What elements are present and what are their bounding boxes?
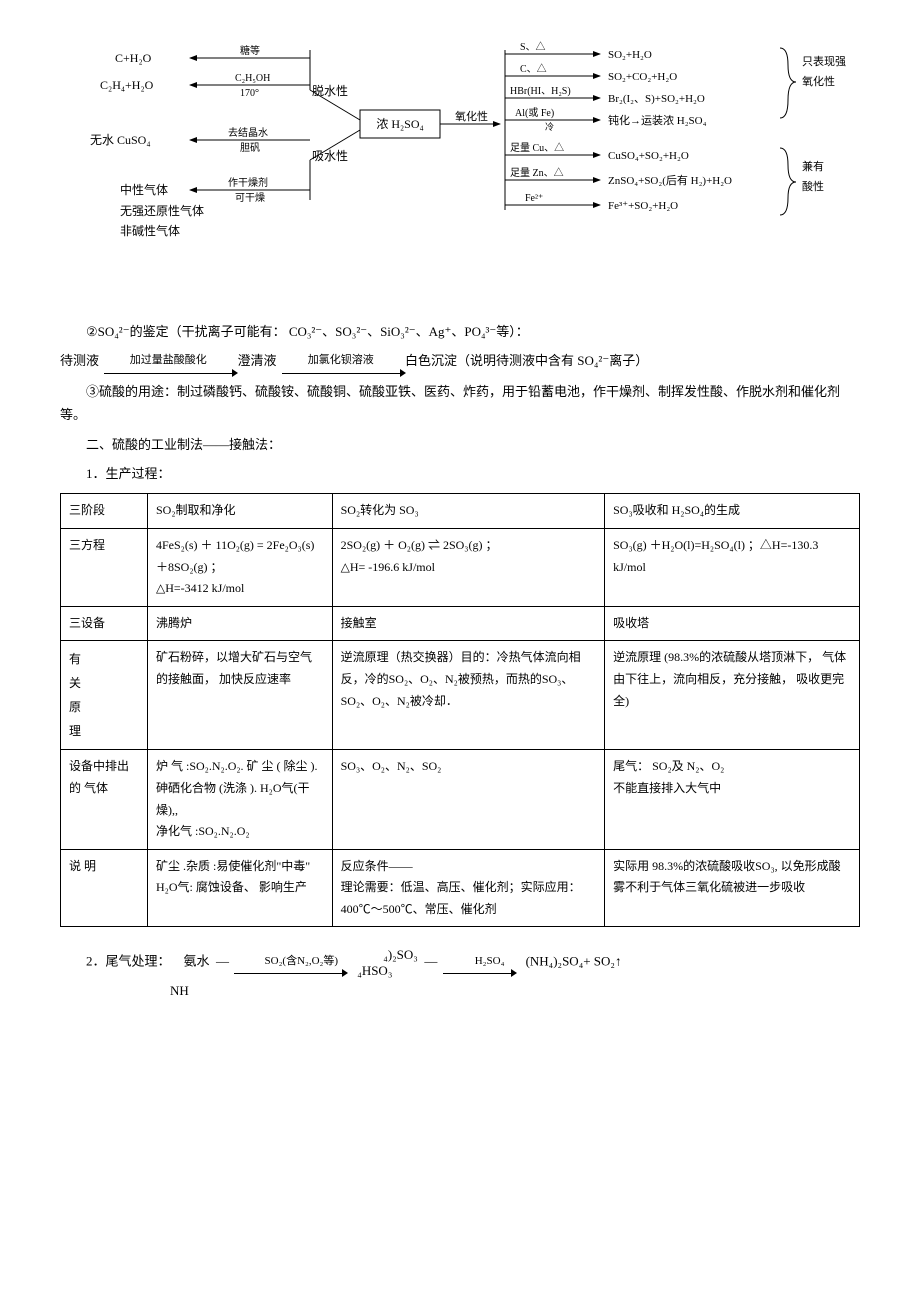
tg-arr1: SO₂(含N₂,O₂等) (234, 952, 342, 975)
brace1-bot: 氧化性 (802, 74, 835, 88)
r2-cond-bot: 170° (240, 88, 259, 99)
flow-c: 白色沉淀（说明待测液中含有 SO₄²⁻离子） (405, 353, 648, 368)
svg-text:冷: 冷 (545, 121, 554, 132)
table-row: 三设备 沸腾炉 接触室 吸收塔 (61, 606, 860, 641)
flow-b: 澄清液 (238, 353, 277, 368)
r4-cond-top: 作干燥剂 (228, 176, 268, 189)
svg-text:HBr(HI、H₂S): HBr(HI、H₂S) (510, 86, 571, 97)
row-note-label: 说 明 (61, 849, 148, 927)
eq-3: SO₃(g) ＋H₂O(l)=H₂SO₄(l) ；△H=-130.3 kJ/mo… (605, 528, 860, 606)
prin-2: 逆流原理（热交换器）目的：冷热气体流向相反，冷的SO₂、O₂、N₂被预热，而热的… (332, 641, 605, 750)
note-1: 矿尘 .杂质 :易使催化剂"中毒" H₂O气: 腐蚀设备、 影响生产 (148, 849, 333, 927)
r2-cond-top: C₂H₅OH (235, 73, 270, 84)
gas-2: SO₃、O₂、N₂、SO₂ (332, 750, 605, 849)
svg-text:SO₂+H₂O: SO₂+H₂O (608, 49, 652, 61)
row-dev-label: 三设备 (61, 606, 148, 641)
prin-3: 逆流原理 (98.3%的浓硫酸从塔顶淋下， 气体由下往上，流向相反，充分接触， … (605, 641, 860, 750)
table-row: 三方程 4FeS₂(s) ＋ 11O₂(g) = 2Fe₂O₃(s) ＋8SO₂… (61, 528, 860, 606)
flow-arrow2: 加氯化钡溶液 (282, 351, 400, 374)
dehydrate-label: 脱水性 (312, 83, 348, 98)
row-gas-label: 设备中排出 的 气体 (61, 750, 148, 849)
dev-1: 沸腾炉 (148, 606, 333, 641)
right-rows: S、△ SO₂+H₂O C、△ SO₂+CO₂+H₂O HBr(HI、H₂S) … (505, 41, 732, 212)
dev-3: 吸收塔 (605, 606, 860, 641)
svg-text:足量 Cu、△: 足量 Cu、△ (510, 142, 564, 154)
dev-2: 接触室 (332, 606, 605, 641)
tail-gas: 2．尾气处理： 氨水 — SO₂(含N₂,O₂等) ₄)₂SO₃ ₄HSO₃ —… (60, 947, 860, 1002)
table-row: 说 明 矿尘 .杂质 :易使催化剂"中毒" H₂O气: 腐蚀设备、 影响生产 反… (61, 849, 860, 927)
concept-diagram: 浓 H₂SO₄ 脱水性 糖等 C+H₂O C₂H₅OH 170° C₂H₄+H₂… (60, 40, 860, 300)
svg-text:C、△: C、△ (520, 63, 547, 75)
row-prin-label: 有 关 原 理 (61, 641, 148, 750)
table-row: 设备中排出 的 气体 炉 气 :SO₂.N₂.O₂. 矿 尘 ( 除尘 ). 砷… (61, 750, 860, 849)
note-3: 实际用 98.3%的浓硫酸吸收SO₃, 以免形成酸雾不利于气体三氧化硫被进一步吸… (605, 849, 860, 927)
tg-arr2: H₂SO₄ (443, 952, 511, 975)
eq-2: 2SO₂(g) ＋ O₂(g) ⇌ 2SO₃(g) ； △H= -196.6 k… (332, 528, 605, 606)
flow-arrow1: 加过量盐酸酸化 (104, 351, 232, 374)
heading-3: 1．生产过程： (60, 462, 860, 485)
svg-text:ZnSO₄+SO₂(后有 H₂)+H₂O: ZnSO₄+SO₂(后有 H₂)+H₂O (608, 173, 732, 187)
para-test-flow: 待测液 加过量盐酸酸化 澄清液 加氯化钡溶液 白色沉淀（说明待测液中含有 SO₄… (60, 349, 860, 373)
eq-1: 4FeS₂(s) ＋ 11O₂(g) = 2Fe₂O₃(s) ＋8SO₂(g) … (148, 528, 333, 606)
th-stage: 三阶段 (61, 494, 148, 529)
heading-2: 二、硫酸的工业制法——接触法： (60, 433, 860, 456)
tg-a: 氨水 (184, 954, 210, 969)
process-table: 三阶段 SO₂制取和净化 SO₂转化为 SO₃ SO₃吸收和 H₂SO₄的生成 … (60, 493, 860, 927)
svg-text:Fe²⁺: Fe²⁺ (525, 193, 543, 204)
th-c1: SO₂制取和净化 (148, 494, 333, 529)
table-row: 有 关 原 理 矿石粉碎，以增大矿石与空气的接触面， 加快反应速率 逆流原理（热… (61, 641, 860, 750)
gas-1: 炉 气 :SO₂.N₂.O₂. 矿 尘 ( 除尘 ). 砷硒化合物 (洗涤 ).… (148, 750, 333, 849)
flow-a: 待测液 (60, 353, 99, 368)
tg-c: (NH₄)₂SO₄+ SO₂↑ (526, 954, 622, 969)
tg-btop: ₄)₂SO₃ (383, 947, 418, 962)
oxid-label: 氧化性 (455, 109, 488, 123)
r3-cond-bot: 胆矾 (240, 142, 260, 154)
tg-leftbot: NH (170, 983, 189, 998)
r1-cond: 糖等 (240, 44, 260, 57)
row-eq-label: 三方程 (61, 528, 148, 606)
brace1-top: 只表现强 (802, 54, 846, 68)
para-identify: ②SO₄²⁻的鉴定（干扰离子可能有： CO₃²⁻、SO₃²⁻、SiO₃²⁻、Ag… (60, 320, 860, 343)
r1-prod: C+H₂O (115, 51, 152, 65)
center-label: 浓 H₂SO₄ (376, 117, 423, 131)
brace2-top: 兼有 (802, 159, 824, 173)
svg-text:Br₂(I₂、S)+SO₂+H₂O: Br₂(I₂、S)+SO₂+H₂O (608, 93, 705, 105)
th-c2: SO₂转化为 SO₃ (332, 494, 605, 529)
extra2: 非碱性气体 (120, 223, 180, 238)
extra1: 无强还原性气体 (120, 203, 204, 218)
svg-text:CuSO₄+SO₂+H₂O: CuSO₄+SO₂+H₂O (608, 150, 689, 162)
r3-cond-top: 去结晶水 (228, 126, 268, 139)
gas-3: 尾气： SO₂及 N₂、O₂ 不能直接排入大气中 (605, 750, 860, 849)
table-row: 三阶段 SO₂制取和净化 SO₂转化为 SO₃ SO₃吸收和 H₂SO₄的生成 (61, 494, 860, 529)
para-uses: ③硫酸的用途：制过磷酸钙、硫酸铵、硫酸铜、硫酸亚铁、医药、炸药，用于铅蓄电池，作… (60, 380, 860, 427)
svg-text:Fe³⁺+SO₂+H₂O: Fe³⁺+SO₂+H₂O (608, 200, 678, 212)
brace2-bot: 酸性 (802, 179, 824, 193)
svg-text:Al(或 Fe): Al(或 Fe) (515, 107, 554, 119)
svg-text:SO₂+CO₂+H₂O: SO₂+CO₂+H₂O (608, 71, 677, 83)
note-2: 反应条件—— 理论需要：低温、高压、催化剂；实际应用： 400℃～500℃、常压… (332, 849, 605, 927)
tg-label: 2．尾气处理： (86, 954, 171, 969)
th-c3: SO₃吸收和 H₂SO₄的生成 (605, 494, 860, 529)
prin-1: 矿石粉碎，以增大矿石与空气的接触面， 加快反应速率 (148, 641, 333, 750)
r3-prod: 无水 CuSO₄ (90, 133, 151, 147)
r4-cond-bot: 可干燥 (235, 192, 265, 204)
svg-text:足量 Zn、△: 足量 Zn、△ (510, 167, 564, 179)
svg-text:钝化→运装浓 H₂SO₄: 钝化→运装浓 H₂SO₄ (608, 113, 707, 127)
r4-prod: 中性气体 (120, 182, 168, 197)
tg-bbot: ₄HSO₃ (357, 963, 392, 978)
svg-text:S、△: S、△ (520, 41, 546, 53)
r2-prod: C₂H₄+H₂O (100, 78, 154, 92)
